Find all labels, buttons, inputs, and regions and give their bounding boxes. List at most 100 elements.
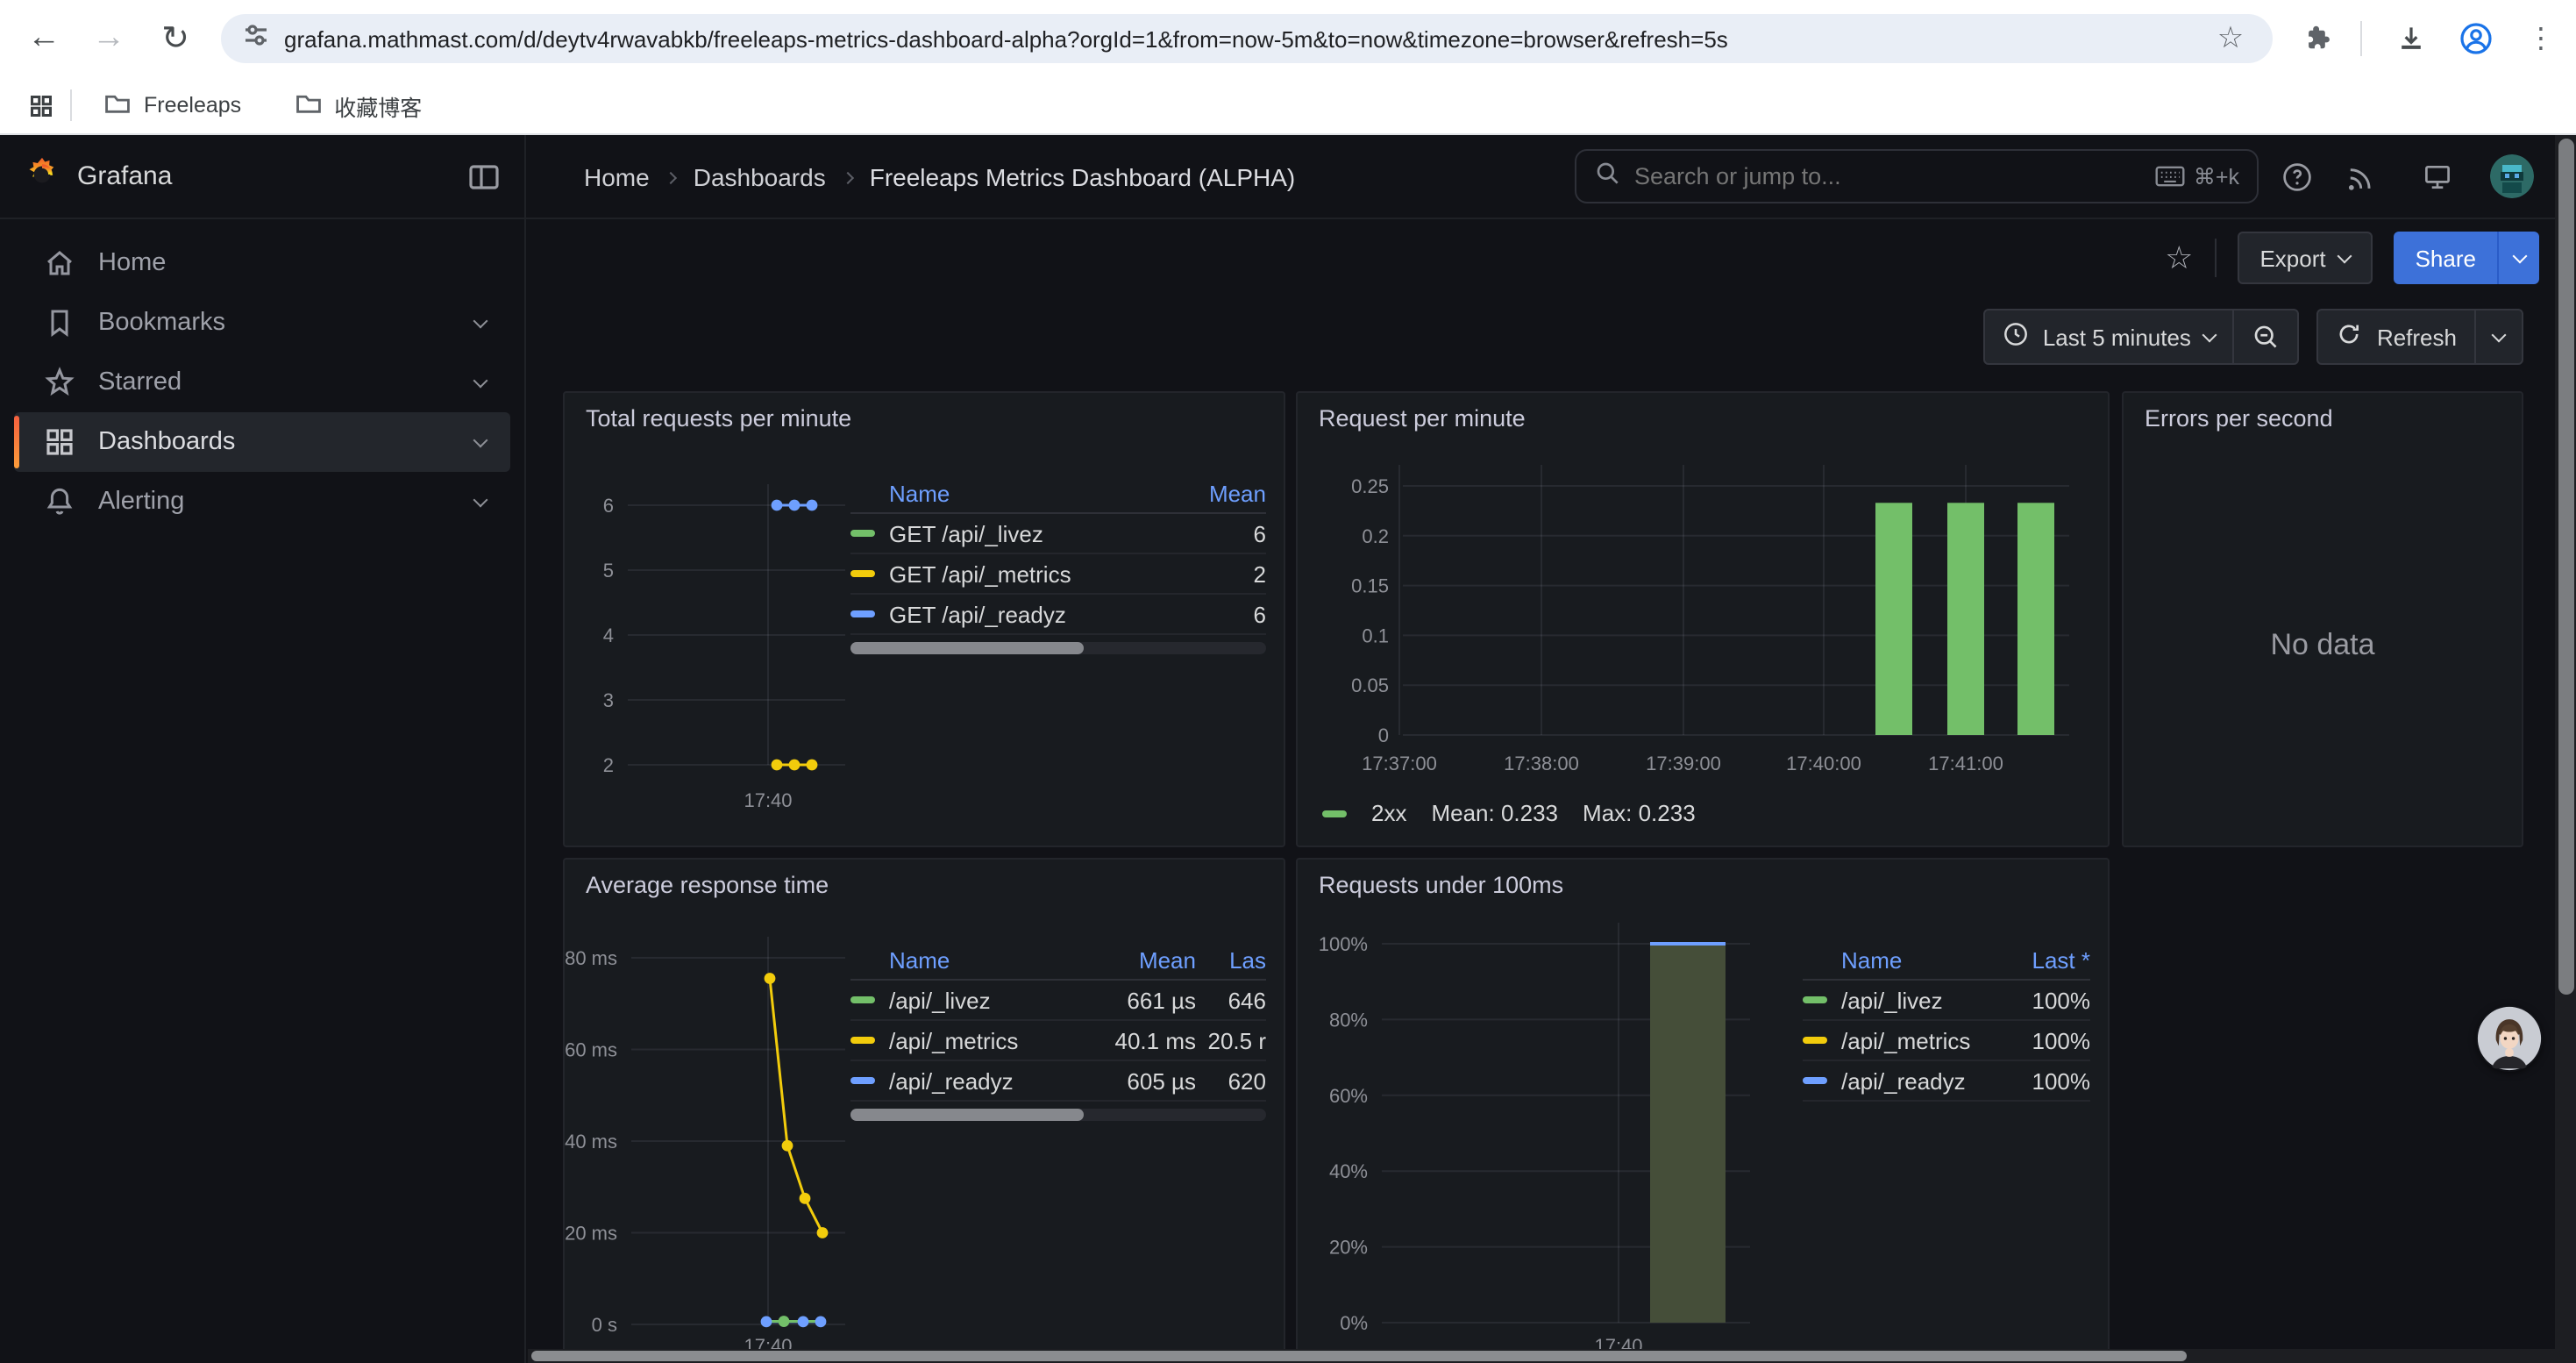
legend-scrollbar[interactable] (850, 642, 1266, 654)
legend-row-2xx[interactable]: 2xx Mean: 0.233 Max: 0.233 (1322, 800, 1696, 826)
svg-text:17:38:00: 17:38:00 (1504, 753, 1579, 774)
download-icon[interactable] (2392, 19, 2430, 58)
zoom-out-button[interactable] (2232, 310, 2298, 363)
svg-text:80 ms: 80 ms (565, 947, 617, 969)
apps-grid-icon[interactable] (21, 86, 60, 125)
bookmark-star-icon[interactable]: ☆ (2217, 21, 2245, 54)
search-input[interactable] (1634, 163, 2155, 189)
legend-header: Name Mean Las (850, 940, 1266, 981)
share-button-label[interactable]: Share (2394, 232, 2497, 284)
reload-icon[interactable]: ↻ (161, 20, 189, 57)
legend-row[interactable]: /api/_readyz 100% (1803, 1061, 2090, 1102)
user-avatar[interactable] (2490, 154, 2534, 198)
search-icon (1594, 159, 1620, 194)
bar-chart[interactable]: 17:37:00 17:38:00 17:39:00 17:40:00 17:41:00… (1298, 393, 2108, 846)
legend-header-col[interactable]: Last * (2032, 946, 2091, 973)
kiosk-monitor-icon[interactable] (2420, 160, 2455, 195)
bookmark-item-blogs[interactable]: 收藏博客 (280, 82, 436, 129)
legend-scrollbar-thumb[interactable] (850, 642, 1084, 654)
chevron-down-icon[interactable] (473, 491, 488, 507)
breadcrumb-dashboards[interactable]: Dashboards (693, 162, 826, 190)
legend-row[interactable]: /api/_metrics 100% (1803, 1021, 2090, 1061)
time-range-picker[interactable]: Last 5 minutes (1985, 310, 2233, 363)
timeseries-chart[interactable]: 17:40 6 5 4 3 2 (565, 393, 1284, 846)
legend-table: Name Mean Las/api/_livez 661 µs 646/api/_met… (850, 940, 1266, 1121)
legend-header-name[interactable]: Name (1841, 946, 1903, 973)
legend-row[interactable]: /api/_livez 661 µs 646 (850, 981, 1266, 1021)
export-button[interactable]: Export (2237, 232, 2373, 284)
chevron-down-icon[interactable] (473, 432, 488, 447)
chevron-down-icon[interactable] (473, 312, 488, 328)
legend-header-name[interactable]: Name (889, 946, 950, 973)
dashboard-toolbar: ☆ Export Share (2165, 232, 2539, 284)
legend-header-name[interactable]: Name (889, 480, 950, 506)
legend-value: 100% (2032, 987, 2091, 1013)
back-icon[interactable]: ← (27, 19, 60, 56)
bookmark-item-freeleaps[interactable]: Freeleaps (89, 83, 255, 127)
horizontal-scrollbar-thumb[interactable] (531, 1351, 2187, 1361)
assistant-avatar[interactable] (2476, 1005, 2543, 1072)
share-dropdown-button[interactable] (2497, 232, 2539, 284)
panel-title[interactable]: Average response time (586, 872, 829, 898)
browser-menu-icon[interactable]: ⋮ (2527, 25, 2555, 54)
sidebar-item-alerting[interactable]: Alerting (14, 472, 510, 532)
forward-icon[interactable]: → (92, 19, 125, 56)
legend-row[interactable]: /api/_livez 100% (1803, 981, 2090, 1021)
svg-text:40 ms: 40 ms (565, 1131, 617, 1152)
grafana-logo-group[interactable]: Grafana (25, 155, 172, 197)
news-rss-icon[interactable] (2341, 160, 2376, 195)
svg-text:20 ms: 20 ms (565, 1223, 617, 1245)
extensions-icon[interactable] (2299, 19, 2338, 58)
legend-table: Name Last * /api/_livez 100% /api/_metrics 10… (1803, 940, 2090, 1102)
scrollbar-corner (2555, 1349, 2576, 1363)
panel-title[interactable]: Request per minute (1319, 405, 1526, 432)
url-bar[interactable] (221, 14, 2273, 63)
favorite-star-icon[interactable]: ☆ (2165, 239, 2194, 275)
svg-text:17:39:00: 17:39:00 (1646, 753, 1721, 774)
legend-row[interactable]: /api/_readyz 605 µs 620 (850, 1061, 1266, 1102)
active-indicator (14, 416, 19, 468)
area-chart[interactable]: 17:40 100% 80% 60% 40% 20% 0% (1298, 860, 2108, 1356)
search-shortcut: ⌘+k (2155, 163, 2239, 189)
grafana-logo-icon (25, 155, 60, 197)
legend-header-col[interactable]: Mean (1208, 480, 1266, 506)
breadcrumb-home[interactable]: Home (584, 162, 650, 190)
brand-title: Grafana (77, 161, 173, 191)
svg-text:3: 3 (603, 689, 614, 711)
panel-title[interactable]: Errors per second (2145, 405, 2333, 432)
url-input[interactable] (284, 25, 2252, 52)
legend-row[interactable]: /api/_metrics 40.1 ms 20.5 r (850, 1021, 1266, 1061)
sidebar-item-bookmarks[interactable]: Bookmarks (14, 293, 510, 353)
svg-text:60%: 60% (1329, 1085, 1368, 1107)
sidebar-item-dashboards[interactable]: Dashboards (14, 412, 510, 472)
legend-row[interactable]: GET /api/_readyz 6 (850, 595, 1266, 635)
legend-series-label: /api/_readyz (1803, 1067, 1999, 1094)
sidebar-item-home[interactable]: Home (14, 233, 510, 293)
panel-title[interactable]: Requests under 100ms (1319, 872, 1564, 898)
profile-icon[interactable] (2457, 19, 2495, 58)
search-bar[interactable]: ⌘+k (1575, 149, 2259, 203)
refresh-button[interactable]: Refresh (2319, 310, 2474, 363)
sidebar-toggle-icon[interactable] (466, 160, 502, 195)
vertical-scrollbar (2555, 135, 2576, 1363)
svg-text:100%: 100% (1319, 933, 1368, 955)
refresh-interval-dropdown[interactable] (2474, 310, 2522, 363)
svg-text:17:41:00: 17:41:00 (1928, 753, 2003, 774)
chevron-down-icon[interactable] (473, 372, 488, 388)
panel-title[interactable]: Total requests per minute (586, 405, 852, 432)
site-settings-icon[interactable] (242, 20, 270, 57)
vertical-scrollbar-thumb[interactable] (2558, 139, 2573, 995)
legend-row[interactable]: GET /api/_livez 6 (850, 514, 1266, 554)
refresh-label: Refresh (2376, 324, 2457, 350)
help-icon[interactable] (2280, 160, 2315, 195)
legend-series-label: GET /api/_livez (850, 520, 1161, 546)
legend-row[interactable]: GET /api/_metrics 2 (850, 554, 1266, 595)
sidebar-item-label: Home (98, 249, 167, 277)
sidebar-item-starred[interactable]: Starred (14, 353, 510, 412)
legend-scrollbar-thumb[interactable] (850, 1109, 1084, 1121)
legend-header-col[interactable]: Mean (1138, 946, 1196, 973)
legend-scrollbar[interactable] (850, 1109, 1266, 1121)
share-button[interactable]: Share (2394, 232, 2539, 284)
legend-series-label: GET /api/_readyz (850, 601, 1161, 627)
legend-header-col[interactable]: Las (1229, 946, 1266, 973)
